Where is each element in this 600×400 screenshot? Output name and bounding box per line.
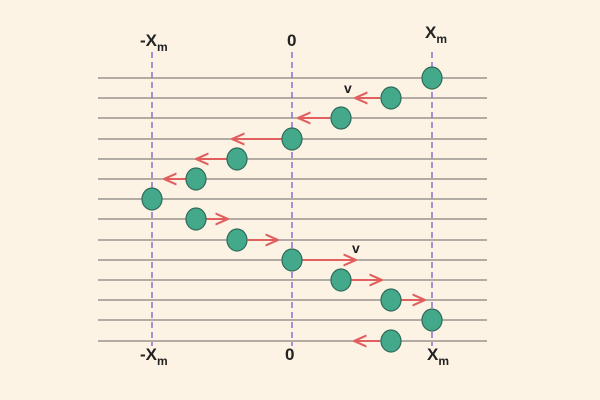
top-label: -Xm [140, 31, 168, 54]
ball [226, 228, 248, 252]
top-label: 0 [287, 31, 296, 50]
ball [330, 106, 352, 130]
velocity-arrows [164, 98, 425, 341]
balls [141, 66, 443, 353]
bottom-label: -Xm [140, 345, 168, 368]
velocity-label: v [352, 240, 360, 256]
velocity-label: v [344, 80, 352, 96]
bottom-label: Xm [427, 345, 449, 368]
ball [226, 147, 248, 171]
ball [380, 288, 402, 312]
axis-lines [151, 52, 433, 346]
ball [380, 86, 402, 110]
ball [330, 268, 352, 292]
top-label: Xm [425, 23, 447, 46]
bottom-label: 0 [285, 345, 294, 364]
ball [421, 308, 443, 332]
ball [281, 248, 303, 272]
ball [185, 207, 207, 231]
ball [421, 66, 443, 90]
ball [380, 329, 402, 353]
ball [281, 127, 303, 151]
ball [141, 187, 163, 211]
ball [185, 167, 207, 191]
